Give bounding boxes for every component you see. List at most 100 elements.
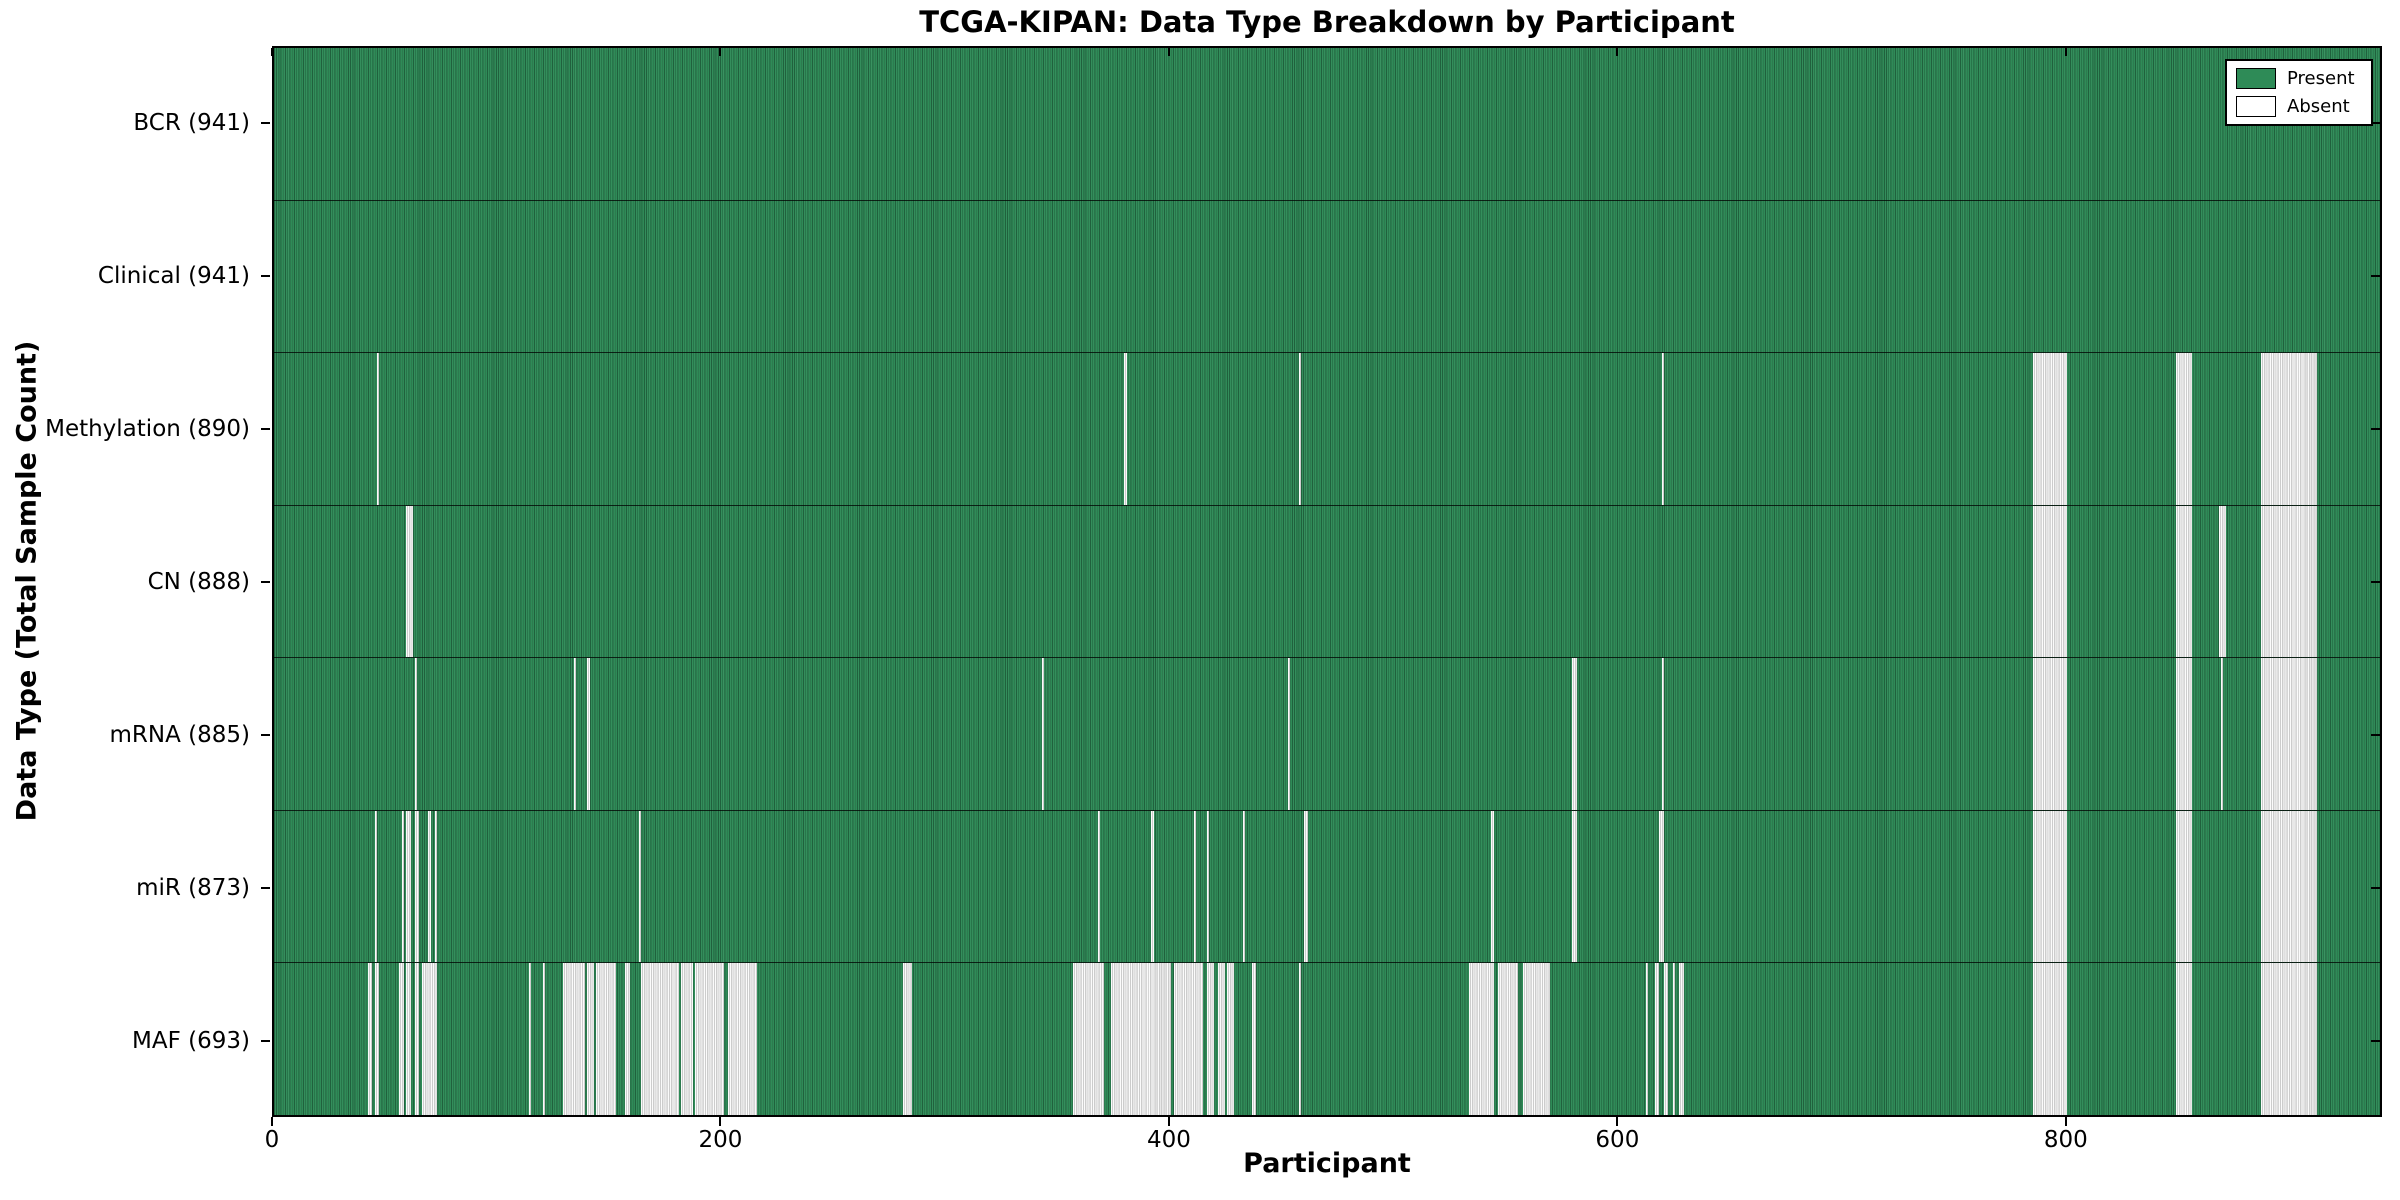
legend-entry-absent: Absent [2236, 96, 2362, 117]
absent-block [1072, 963, 1105, 1116]
row-miR [274, 809, 2380, 963]
absent-block [414, 810, 420, 963]
legend-present-label: Present [2287, 67, 2355, 89]
absent-block [573, 658, 577, 810]
y-tick-mark [261, 274, 270, 277]
x-tick-mark-top [271, 48, 273, 56]
absent-block [1207, 963, 1214, 1116]
absent-block [2261, 353, 2318, 505]
row-MAF [274, 962, 2380, 1116]
xtick-label-800: 800 [2043, 1127, 2088, 1153]
absent-block [1041, 658, 1044, 810]
absent-block [1207, 810, 1210, 963]
absent-block [1679, 963, 1684, 1116]
row-container [274, 48, 2380, 1116]
legend-absent-swatch [2236, 96, 2276, 117]
absent-block [2033, 810, 2067, 963]
absent-block [625, 963, 630, 1116]
absent-block [562, 963, 586, 1116]
y-tick-mark-right [2371, 1039, 2380, 1042]
y-tick-mark-right [2371, 121, 2380, 124]
y-tick-mark-right [2371, 427, 2380, 430]
absent-block [2033, 658, 2067, 810]
absent-block [1491, 810, 1494, 963]
absent-block [1663, 963, 1669, 1116]
y-tick-mark [261, 1039, 270, 1042]
x-tick-mark-top [1167, 48, 1170, 56]
ytick-label-CN: CN (888) [147, 568, 250, 595]
y-tick-mark [261, 886, 270, 889]
absent-block [1097, 810, 1100, 963]
absent-block [2033, 353, 2067, 505]
absent-block [1303, 810, 1308, 963]
absent-block [406, 505, 413, 658]
absent-block [2261, 658, 2318, 810]
absent-block [542, 963, 545, 1116]
row-Methylation [274, 352, 2380, 505]
absent-block [1227, 963, 1235, 1116]
y-tick-mark [261, 427, 270, 430]
x-axis-label: Participant [1243, 1148, 1411, 1179]
absent-block [406, 963, 411, 1116]
absent-block [374, 810, 377, 963]
absent-block [1193, 810, 1197, 963]
absent-block [2176, 658, 2192, 810]
x-tick-mark [2064, 1117, 2067, 1126]
absent-block [681, 963, 693, 1116]
y-tick-mark-right [2371, 886, 2380, 889]
absent-block [1661, 353, 1664, 505]
absent-block [374, 963, 380, 1116]
x-tick-mark [1167, 1117, 1170, 1126]
absent-block [406, 810, 411, 963]
absent-block [529, 963, 532, 1116]
absent-block [728, 963, 758, 1116]
absent-block [1654, 963, 1660, 1116]
xtick-label-400: 400 [1146, 1127, 1191, 1153]
absent-block [414, 963, 420, 1116]
plot-area: Present Absent [272, 46, 2382, 1117]
x-tick-mark-top [719, 48, 722, 56]
absent-block [401, 810, 404, 963]
absent-block [1243, 810, 1246, 963]
absent-block [1299, 963, 1302, 1116]
absent-block [2221, 658, 2224, 810]
x-tick-mark [719, 1117, 722, 1126]
absent-block [2261, 963, 2318, 1116]
y-tick-mark-right [2371, 274, 2380, 277]
absent-block [2176, 353, 2192, 505]
absent-block [638, 810, 642, 963]
xtick-label-200: 200 [698, 1127, 743, 1153]
y-tick-mark [261, 580, 270, 583]
absent-block [1151, 810, 1154, 963]
absent-block [1498, 963, 1519, 1116]
row-CN [274, 504, 2380, 658]
ytick-label-miR: miR (873) [136, 874, 250, 901]
absent-block [2261, 505, 2318, 658]
xtick-label-0: 0 [264, 1127, 280, 1153]
x-tick-mark [1616, 1117, 1619, 1126]
legend-entry-present: Present [2236, 68, 2362, 89]
absent-block [367, 963, 373, 1116]
x-tick-mark-top [2064, 48, 2067, 56]
absent-block [902, 963, 912, 1116]
absent-block [435, 810, 438, 963]
absent-block [2176, 505, 2192, 658]
x-tick-mark [271, 1117, 273, 1126]
absent-block [1672, 963, 1675, 1116]
absent-block [399, 963, 404, 1116]
absent-block [1218, 963, 1226, 1116]
legend-present-swatch [2236, 68, 2276, 89]
absent-block [2033, 505, 2067, 658]
absent-block [1252, 963, 1257, 1116]
ytick-label-mRNA: mRNA (885) [109, 721, 250, 748]
absent-block [1645, 963, 1649, 1116]
absent-block [376, 353, 380, 505]
absent-block [1469, 963, 1494, 1116]
absent-block [596, 963, 617, 1116]
xtick-label-600: 600 [1595, 1127, 1640, 1153]
absent-block [1522, 963, 1550, 1116]
ytick-label-BCR: BCR (941) [133, 109, 250, 136]
y-tick-mark-right [2371, 580, 2380, 583]
y-tick-mark [261, 121, 270, 124]
